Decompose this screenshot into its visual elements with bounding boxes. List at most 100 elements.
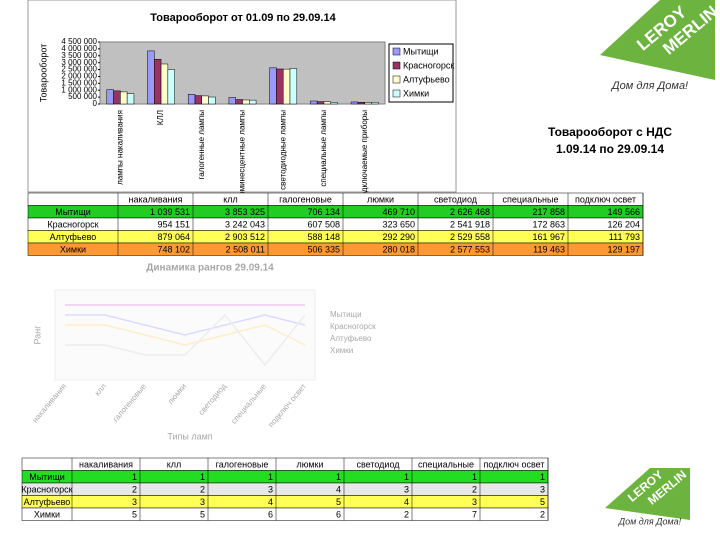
table-cell: 1 bbox=[540, 472, 545, 482]
y-tick-label: 1 500 000 bbox=[61, 78, 97, 87]
table-cell: 4 bbox=[336, 485, 341, 495]
bar bbox=[228, 97, 236, 105]
y-tick-label: 1 000 000 bbox=[61, 85, 97, 94]
table-cell: 1 bbox=[472, 472, 477, 482]
bar bbox=[235, 99, 243, 105]
legend-label: Мытищи bbox=[403, 46, 439, 56]
legend-label: Красногорск bbox=[403, 60, 454, 70]
table-cell: 2 bbox=[472, 485, 477, 495]
row-label: Красногорск bbox=[21, 485, 72, 495]
logo-shape bbox=[600, 0, 715, 80]
bar bbox=[330, 102, 338, 105]
y-tick-label: 500 000 bbox=[68, 92, 97, 101]
table-row bbox=[21, 482, 549, 496]
x-tick-label: КЛЛ bbox=[156, 110, 165, 125]
table-cell: 1 bbox=[200, 472, 205, 482]
y-axis-label: Товарооборот bbox=[38, 44, 48, 103]
column-header: люмки bbox=[367, 195, 394, 205]
rank-legend-label: Химки bbox=[330, 346, 353, 355]
plot-area bbox=[99, 41, 386, 105]
column-header: специальные bbox=[503, 195, 559, 205]
rank-plot bbox=[54, 289, 316, 381]
column-header: клл bbox=[223, 195, 238, 205]
bar bbox=[113, 90, 121, 105]
table-cell: 3 bbox=[200, 497, 205, 507]
table-cell: 119 463 bbox=[533, 245, 565, 255]
table-cell: 217 858 bbox=[532, 207, 565, 217]
y-tick-label: 2 500 000 bbox=[61, 65, 97, 74]
bar bbox=[323, 101, 331, 105]
bar bbox=[371, 101, 379, 105]
table-cell: 2 508 011 bbox=[226, 245, 265, 255]
logo-top: LEROY MERLIN Дом для Дома! bbox=[600, 0, 720, 92]
rank-legend-label: Алтуфьево bbox=[330, 334, 372, 343]
table-cell: 149 566 bbox=[607, 207, 640, 217]
legend-swatch bbox=[392, 61, 401, 70]
rank-chart-x-label: Типы ламп bbox=[167, 431, 212, 441]
table-cell: 1 bbox=[336, 472, 341, 482]
table-cell: 3 bbox=[472, 497, 477, 507]
table-cell: 5 bbox=[200, 510, 205, 520]
table-cell: 588 148 bbox=[307, 232, 340, 242]
legend-swatch bbox=[392, 75, 401, 84]
row-label: Красногорск bbox=[47, 220, 98, 230]
bar bbox=[126, 93, 135, 105]
rank-legend-label: Красногорск bbox=[330, 322, 376, 331]
table-cell: 1 bbox=[268, 472, 273, 482]
bar bbox=[350, 101, 359, 105]
x-tick-label: лампы накаливания bbox=[115, 110, 124, 185]
rank-line bbox=[65, 313, 306, 367]
column-header: клл bbox=[167, 460, 182, 470]
bar bbox=[201, 95, 209, 105]
bar bbox=[364, 102, 372, 105]
column-header: специальные bbox=[418, 460, 474, 470]
y-tick-label: 4 000 000 bbox=[61, 44, 97, 53]
table-cell: 1 bbox=[132, 472, 137, 482]
logo-slogan: Дом для Дома! bbox=[618, 516, 682, 526]
bar bbox=[194, 95, 203, 105]
table-cell: 954 151 bbox=[157, 220, 190, 230]
column-header: галогеновые bbox=[279, 195, 332, 205]
column-header: галогеновые bbox=[216, 460, 269, 470]
legend-swatch bbox=[392, 47, 401, 56]
table-cell: 2 577 553 bbox=[450, 245, 490, 255]
table-cell: 2 bbox=[540, 510, 545, 520]
table-cell: 3 bbox=[268, 485, 273, 495]
y-tick-label: 4 500 000 bbox=[61, 37, 97, 46]
bar bbox=[120, 91, 128, 105]
x-tick-label: люминесцентные лампы bbox=[238, 110, 247, 202]
y-tick-label: 3 500 000 bbox=[61, 51, 97, 60]
logo-slogan: Дом для Дома! bbox=[610, 80, 688, 92]
table-cell: 126 204 bbox=[607, 220, 640, 230]
table-row bbox=[21, 507, 549, 521]
bar bbox=[316, 101, 325, 105]
x-tick-label: галогенные лампы bbox=[197, 110, 206, 180]
bar bbox=[242, 99, 250, 105]
bar bbox=[269, 67, 277, 105]
table-cell: 3 bbox=[132, 497, 137, 507]
bar bbox=[276, 68, 284, 105]
row-label: Химки bbox=[60, 245, 86, 255]
table-cell: 2 541 918 bbox=[450, 220, 490, 230]
bar bbox=[106, 89, 114, 105]
x-tick-label: специальные лампы bbox=[319, 110, 328, 187]
table-cell: 172 863 bbox=[532, 220, 565, 230]
table-cell: 2 626 468 bbox=[450, 207, 490, 217]
table-cell: 6 bbox=[336, 510, 341, 520]
bar bbox=[282, 68, 291, 105]
table-cell: 3 bbox=[404, 485, 409, 495]
table-cell: 5 bbox=[132, 510, 137, 520]
bar bbox=[147, 50, 155, 105]
column-header: подключ освет bbox=[575, 195, 636, 205]
table-cell: 7 bbox=[472, 510, 477, 520]
table-cell: 280 018 bbox=[382, 245, 415, 255]
table-cell: 3 bbox=[540, 485, 545, 495]
table-cell: 748 102 bbox=[157, 245, 190, 255]
chart-title: Товарооборот от 01.09 по 29.09.14 bbox=[150, 12, 336, 24]
table-cell: 111 793 bbox=[609, 232, 640, 242]
table-cell: 1 039 531 bbox=[150, 207, 190, 217]
table-cell: 5 bbox=[336, 497, 341, 507]
y-tick-label: 3 000 000 bbox=[61, 58, 97, 67]
row-label: Химки bbox=[34, 510, 60, 520]
column-header: светодиод bbox=[356, 460, 400, 470]
